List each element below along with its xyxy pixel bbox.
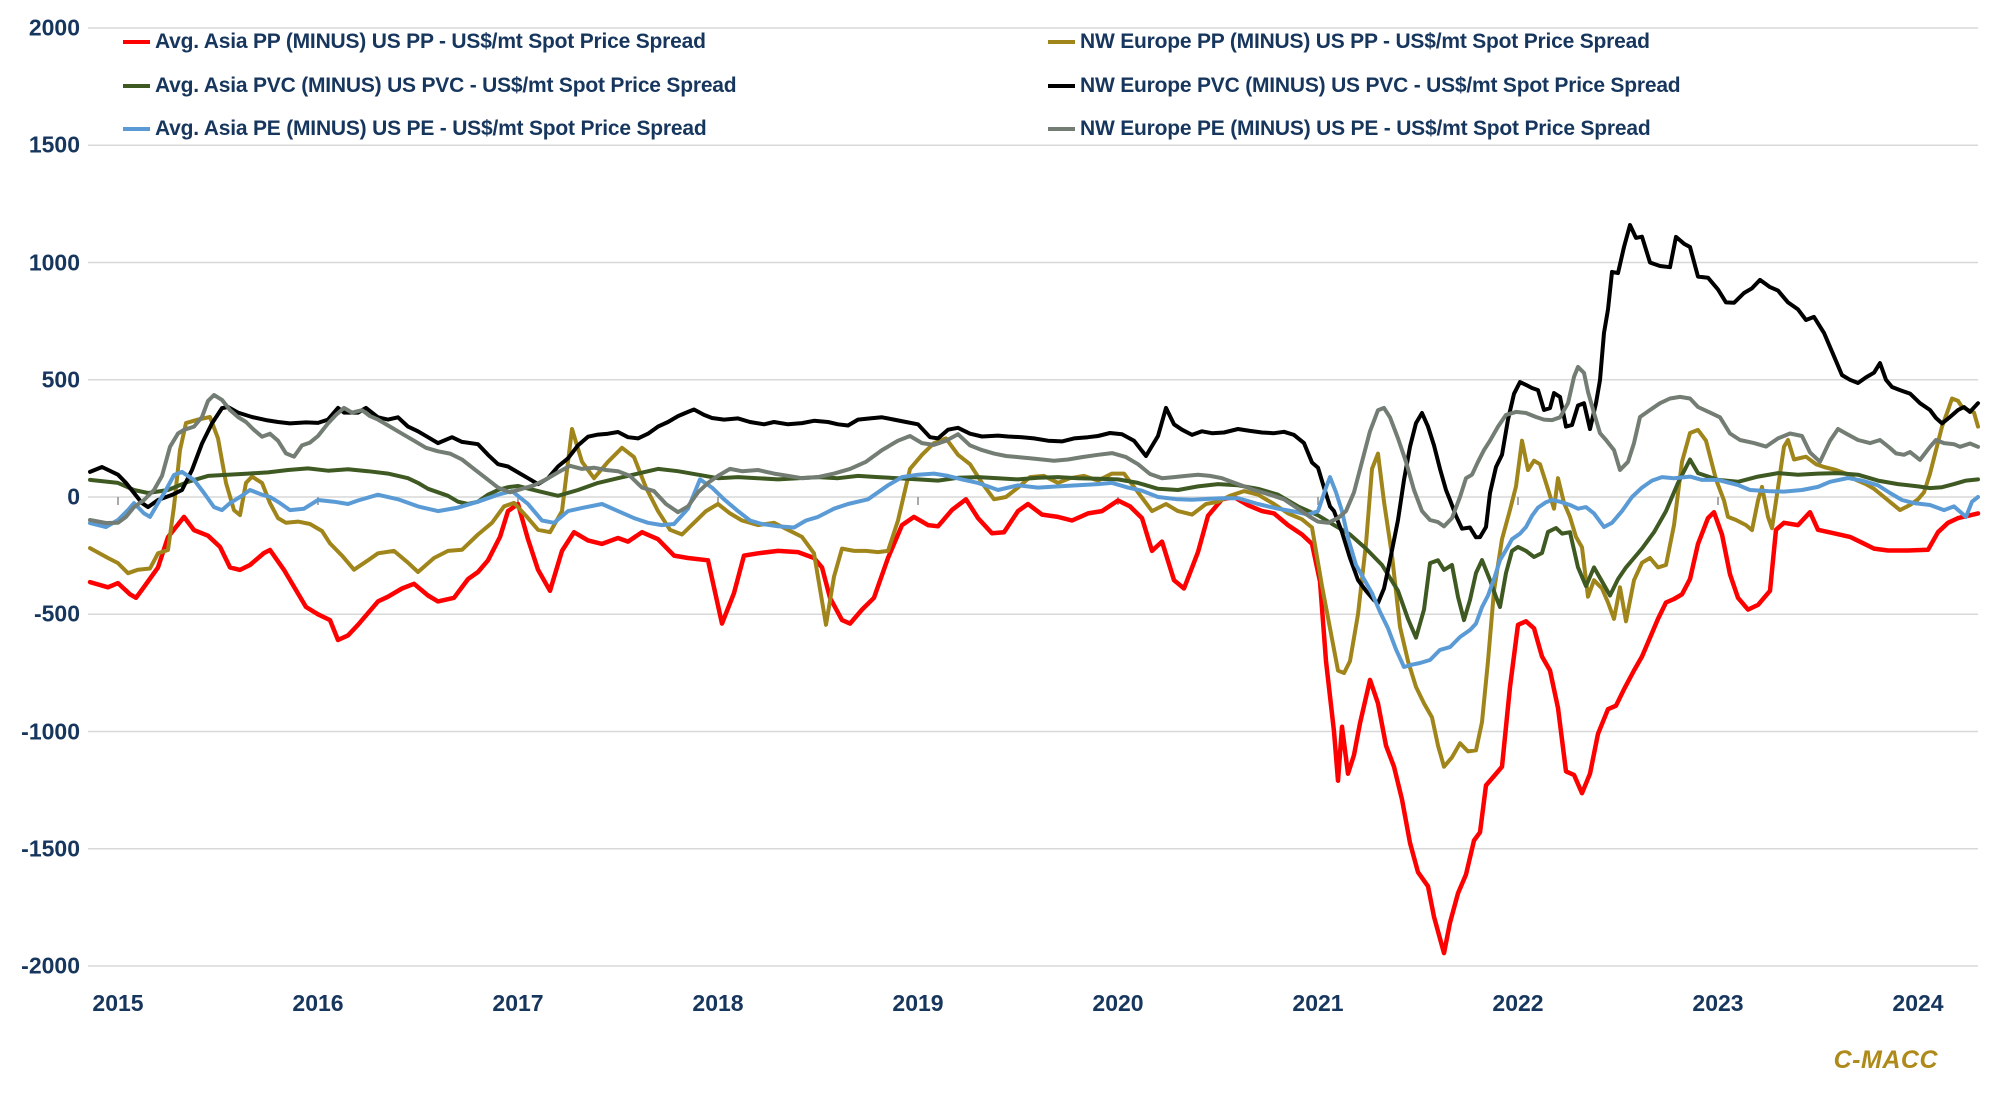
x-tick-label-2023: 2023 [1692, 990, 1744, 1016]
legend-swatch-icon [123, 40, 150, 44]
y-tick-label-0: 0 [67, 483, 80, 510]
y-tick-label--2000: -2000 [21, 952, 80, 979]
legend-swatch-icon [123, 84, 150, 88]
legend-item-nwe-pe: NW Europe PE (MINUS) US PE - US$/mt Spot… [1048, 116, 1651, 142]
legend-label: Avg. Asia PE (MINUS) US PE - US$/mt Spot… [155, 117, 707, 140]
legend-swatch-icon [1048, 40, 1075, 44]
legend-item-asia-pp: Avg. Asia PP (MINUS) US PP - US$/mt Spot… [123, 29, 706, 55]
x-tick-label-2022: 2022 [1492, 990, 1544, 1016]
y-tick-label-500: 500 [41, 366, 80, 393]
watermark-label: C-MACC [1833, 1046, 1938, 1074]
legend-swatch-icon [123, 127, 150, 131]
series-line-5 [88, 364, 1980, 529]
x-tick-label-2016: 2016 [292, 990, 344, 1016]
y-tick-label--500: -500 [33, 600, 80, 627]
series-line-0 [87, 494, 1981, 956]
x-tick-label-2019: 2019 [892, 990, 944, 1016]
y-tick-label-1000: 1000 [28, 249, 80, 275]
legend-item-asia-pvc: Avg. Asia PVC (MINUS) US PVC - US$/mt Sp… [123, 73, 737, 99]
y-tick-label--1000: -1000 [21, 718, 80, 744]
x-tick-label-2015: 2015 [92, 990, 144, 1016]
legend-item-nwe-pvc: NW Europe PVC (MINUS) US PVC - US$/mt Sp… [1048, 73, 1681, 99]
legend-swatch-icon [1048, 84, 1075, 88]
legend-label: Avg. Asia PVC (MINUS) US PVC - US$/mt Sp… [155, 74, 737, 97]
legend-label: NW Europe PVC (MINUS) US PVC - US$/mt Sp… [1080, 74, 1681, 97]
legend-label: NW Europe PE (MINUS) US PE - US$/mt Spot… [1080, 117, 1651, 140]
series-line-4 [88, 469, 1980, 669]
legend-item-nwe-pp: NW Europe PP (MINUS) US PP - US$/mt Spot… [1048, 29, 1650, 55]
x-tick-label-2020: 2020 [1092, 990, 1144, 1016]
legend-swatch-icon [1048, 127, 1075, 131]
x-tick-label-2024: 2024 [1892, 990, 1944, 1016]
x-tick-label-2017: 2017 [492, 990, 544, 1016]
y-tick-label--1500: -1500 [21, 835, 80, 862]
x-tick-label-2018: 2018 [692, 990, 744, 1016]
y-tick-label-1500: 1500 [28, 131, 80, 158]
x-tick-label-2021: 2021 [1292, 990, 1344, 1016]
legend-label: NW Europe PP (MINUS) US PP - US$/mt Spot… [1080, 30, 1650, 53]
series-line-1 [88, 396, 1980, 769]
legend-item-asia-pe: Avg. Asia PE (MINUS) US PE - US$/mt Spot… [123, 116, 707, 142]
y-tick-label-2000: 2000 [28, 14, 80, 41]
legend-label: Avg. Asia PP (MINUS) US PP - US$/mt Spot… [155, 30, 706, 53]
series-line-3 [88, 223, 1980, 605]
